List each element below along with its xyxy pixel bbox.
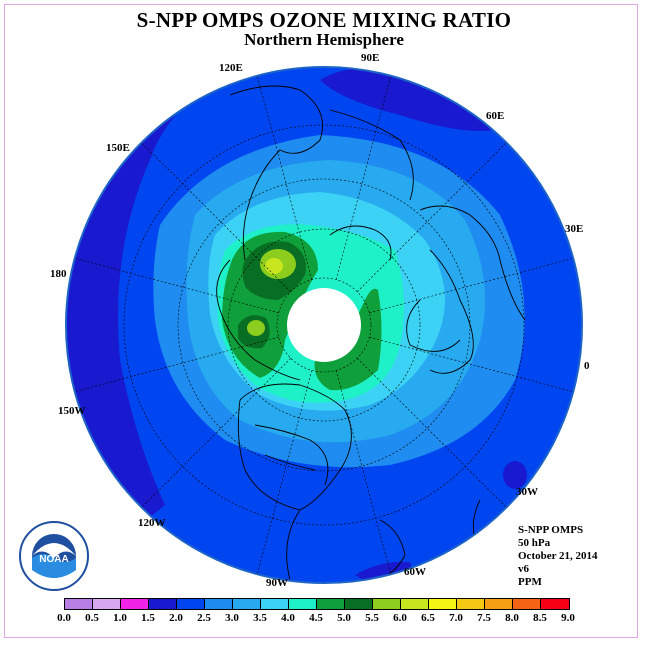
noaa-logo-text: NOAA xyxy=(39,554,68,565)
meridian-line xyxy=(74,257,279,314)
meridian-line xyxy=(141,142,291,292)
colorbar-tick-label: 4.0 xyxy=(281,612,295,624)
meridians xyxy=(74,75,574,575)
colorbar-tick-label: 7.5 xyxy=(477,612,491,624)
colorbar-tick-label: 0.0 xyxy=(57,612,71,624)
colorbar-tick-label: 4.5 xyxy=(309,612,323,624)
colorbar-segment xyxy=(317,599,345,609)
colorbar-segment xyxy=(261,599,289,609)
lon-label-60e: 60E xyxy=(486,110,505,122)
lon-label-150w: 150W xyxy=(58,405,86,417)
colorbar-segment xyxy=(289,599,317,609)
colorbar-segment xyxy=(205,599,233,609)
colorbar-segment xyxy=(233,599,261,609)
map-subtitle: Northern Hemisphere xyxy=(244,30,404,49)
colorbar-tick-label: 9.0 xyxy=(561,612,575,624)
meridian-line xyxy=(357,358,507,508)
ozone-band-1.5-west xyxy=(66,67,250,583)
meridian-line xyxy=(335,75,392,280)
lon-label-90w: 90W xyxy=(266,577,288,589)
colorbar-tick-label: 6.5 xyxy=(421,612,435,624)
colorbar-segment xyxy=(345,599,373,609)
meridian-line xyxy=(141,358,291,508)
colorbar-tick-label: 3.5 xyxy=(253,612,267,624)
lon-label-120e: 120E xyxy=(219,62,243,74)
lon-label-150e: 150E xyxy=(106,142,130,154)
colorbar xyxy=(64,598,570,610)
colorbar-segment xyxy=(401,599,429,609)
colorbar-segment xyxy=(429,599,457,609)
meridian-line xyxy=(256,370,313,575)
ozone-band-6.0 xyxy=(265,258,283,274)
colorbar-tick-label: 8.5 xyxy=(533,612,547,624)
colorbar-tick-label: 5.0 xyxy=(337,612,351,624)
map-title: S-NPP OMPS OZONE MIXING RATIO xyxy=(136,8,512,32)
meridian-line xyxy=(369,257,574,314)
colorbar-segment xyxy=(149,599,177,609)
info-block: S-NPP OMPS 50 hPa October 21, 2014 v6 PP… xyxy=(518,524,598,589)
ozone-band-5.5-b xyxy=(247,320,265,336)
lon-label-90e: 90E xyxy=(361,52,380,64)
colorbar-segment xyxy=(177,599,205,609)
colorbar-tick-label: 2.5 xyxy=(197,612,211,624)
lon-label-120w: 120W xyxy=(138,517,166,529)
info-level: 50 hPa xyxy=(518,537,551,549)
colorbar-tick-label: 1.0 xyxy=(113,612,127,624)
meridian-line xyxy=(256,75,313,280)
info-units: PPM xyxy=(518,576,542,588)
colorbar-segment xyxy=(93,599,121,609)
colorbar-segment xyxy=(65,599,93,609)
lon-label-30e: 30E xyxy=(565,223,584,235)
polar-cap xyxy=(287,288,361,362)
ozone-band-1.5-southeast xyxy=(503,461,527,489)
map-disc-outline xyxy=(65,66,583,584)
colorbar-segment xyxy=(373,599,401,609)
noaa-logo: NOAA xyxy=(19,521,89,591)
colorbar-segment xyxy=(485,599,513,609)
info-date: October 21, 2014 xyxy=(518,550,598,562)
colorbar-tick-label: 6.0 xyxy=(393,612,407,624)
colorbar-segment xyxy=(121,599,149,609)
colorbar-segment xyxy=(541,599,569,609)
figure-border xyxy=(4,4,638,638)
colorbar-tick-label: 5.5 xyxy=(365,612,379,624)
coastlines xyxy=(216,85,556,581)
colorbar-tick-label: 3.0 xyxy=(225,612,239,624)
info-instrument: S-NPP OMPS xyxy=(518,524,584,536)
colorbar-tick-label: 1.5 xyxy=(141,612,155,624)
meridian-line xyxy=(357,142,507,292)
lon-label-30w: 30W xyxy=(516,486,538,498)
info-version: v6 xyxy=(518,563,529,575)
colorbar-tick-label: 0.5 xyxy=(85,612,99,624)
meridian-line xyxy=(335,370,392,575)
colorbar-segment xyxy=(457,599,485,609)
colorbar-segment xyxy=(513,599,541,609)
lon-label-0: 0 xyxy=(584,360,590,372)
colorbar-tick-label: 8.0 xyxy=(505,612,519,624)
meridian-line xyxy=(369,336,574,393)
ozone-band-1.5-northeast xyxy=(320,67,495,131)
colorbar-tick-label: 2.0 xyxy=(169,612,183,624)
colorbar-tick-label: 7.0 xyxy=(449,612,463,624)
meridian-line xyxy=(74,336,279,393)
latitude-circles xyxy=(123,124,525,526)
lon-label-60w: 60W xyxy=(404,566,426,578)
lon-label-180: 180 xyxy=(50,268,67,280)
